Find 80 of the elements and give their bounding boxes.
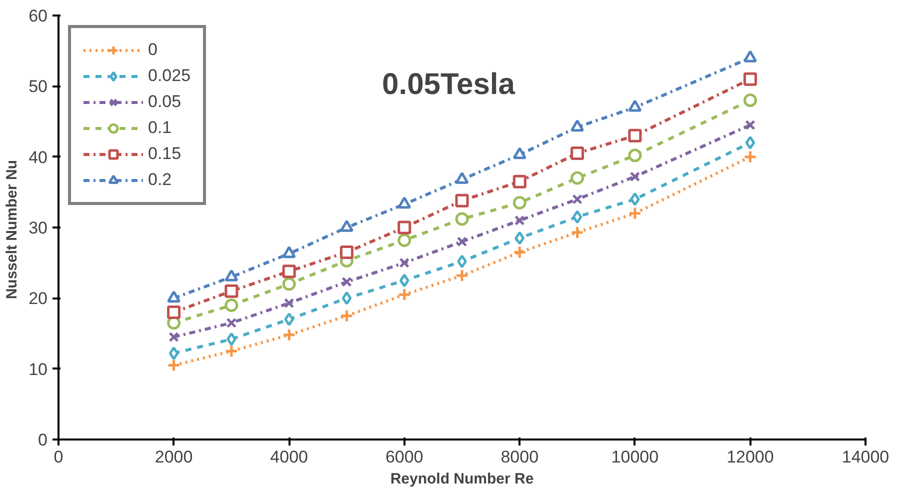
point [512, 196, 526, 210]
point [628, 128, 642, 142]
y-tick-label: 40 [28, 148, 48, 167]
point [398, 220, 412, 234]
point [167, 306, 181, 320]
point [282, 277, 296, 291]
point [340, 309, 354, 323]
point [743, 150, 757, 164]
point [398, 233, 412, 247]
point [455, 194, 469, 208]
legend-label: 0 [148, 40, 158, 60]
x-tick-label: 8000 [500, 448, 539, 466]
y-tick-label: 10 [28, 360, 48, 379]
x-tick-label: 0 [54, 448, 64, 466]
point [167, 290, 181, 303]
y-tick-label: 60 [28, 6, 48, 26]
y-axis-title: Nusselt Number Nu [4, 160, 21, 300]
legend-label: 0.1 [148, 118, 172, 138]
point [282, 246, 296, 258]
point [226, 318, 237, 328]
point [455, 212, 469, 226]
x-tick-label: 10000 [611, 448, 659, 466]
point [342, 291, 352, 305]
point [570, 120, 584, 132]
y-tick-label: 0 [38, 430, 48, 450]
legend-label: 0.05 [148, 92, 182, 112]
point [572, 194, 582, 204]
point [743, 94, 757, 108]
point [224, 344, 238, 358]
point [455, 172, 469, 184]
y-tick-label: 20 [28, 289, 48, 308]
point [342, 276, 352, 288]
point [514, 231, 525, 245]
x-tick-label: 14000 [842, 448, 890, 466]
point [224, 298, 238, 312]
legend-label: 0.025 [148, 66, 191, 86]
x-axis-title: Reynold Number Re [390, 470, 534, 488]
point [628, 148, 642, 162]
point [514, 215, 525, 226]
point [572, 210, 582, 224]
point [628, 100, 642, 112]
point [340, 245, 354, 259]
text: 0.05Tesla [382, 68, 516, 101]
x-tick-label: 12000 [726, 448, 774, 466]
point [512, 245, 526, 259]
point [168, 346, 179, 360]
point [398, 196, 412, 209]
point [512, 147, 526, 160]
legend-label: 0.15 [148, 144, 182, 164]
point [226, 332, 236, 346]
legend-label: 0.2 [148, 170, 172, 190]
point [455, 268, 469, 282]
y-tick-label: 50 [28, 77, 48, 96]
point [628, 206, 642, 220]
y-tick-label: 30 [28, 218, 48, 238]
x-tick-label: 2000 [154, 448, 193, 466]
point [457, 254, 467, 268]
point [282, 328, 296, 342]
point [570, 226, 584, 240]
point [745, 136, 756, 150]
point [570, 146, 584, 160]
point [398, 288, 412, 302]
point [224, 284, 238, 298]
point [630, 192, 640, 206]
x-tick-label: 4000 [270, 448, 308, 466]
point [399, 258, 410, 268]
point [284, 312, 294, 326]
point [512, 174, 526, 188]
point [745, 120, 756, 130]
point [570, 171, 584, 185]
x-tick-label: 6000 [385, 448, 424, 466]
point [743, 72, 757, 86]
point [743, 50, 757, 62]
point [167, 358, 181, 372]
point [168, 332, 179, 342]
point [284, 298, 294, 308]
point [456, 236, 468, 247]
point [282, 264, 296, 278]
point [399, 274, 410, 288]
point [630, 171, 640, 182]
